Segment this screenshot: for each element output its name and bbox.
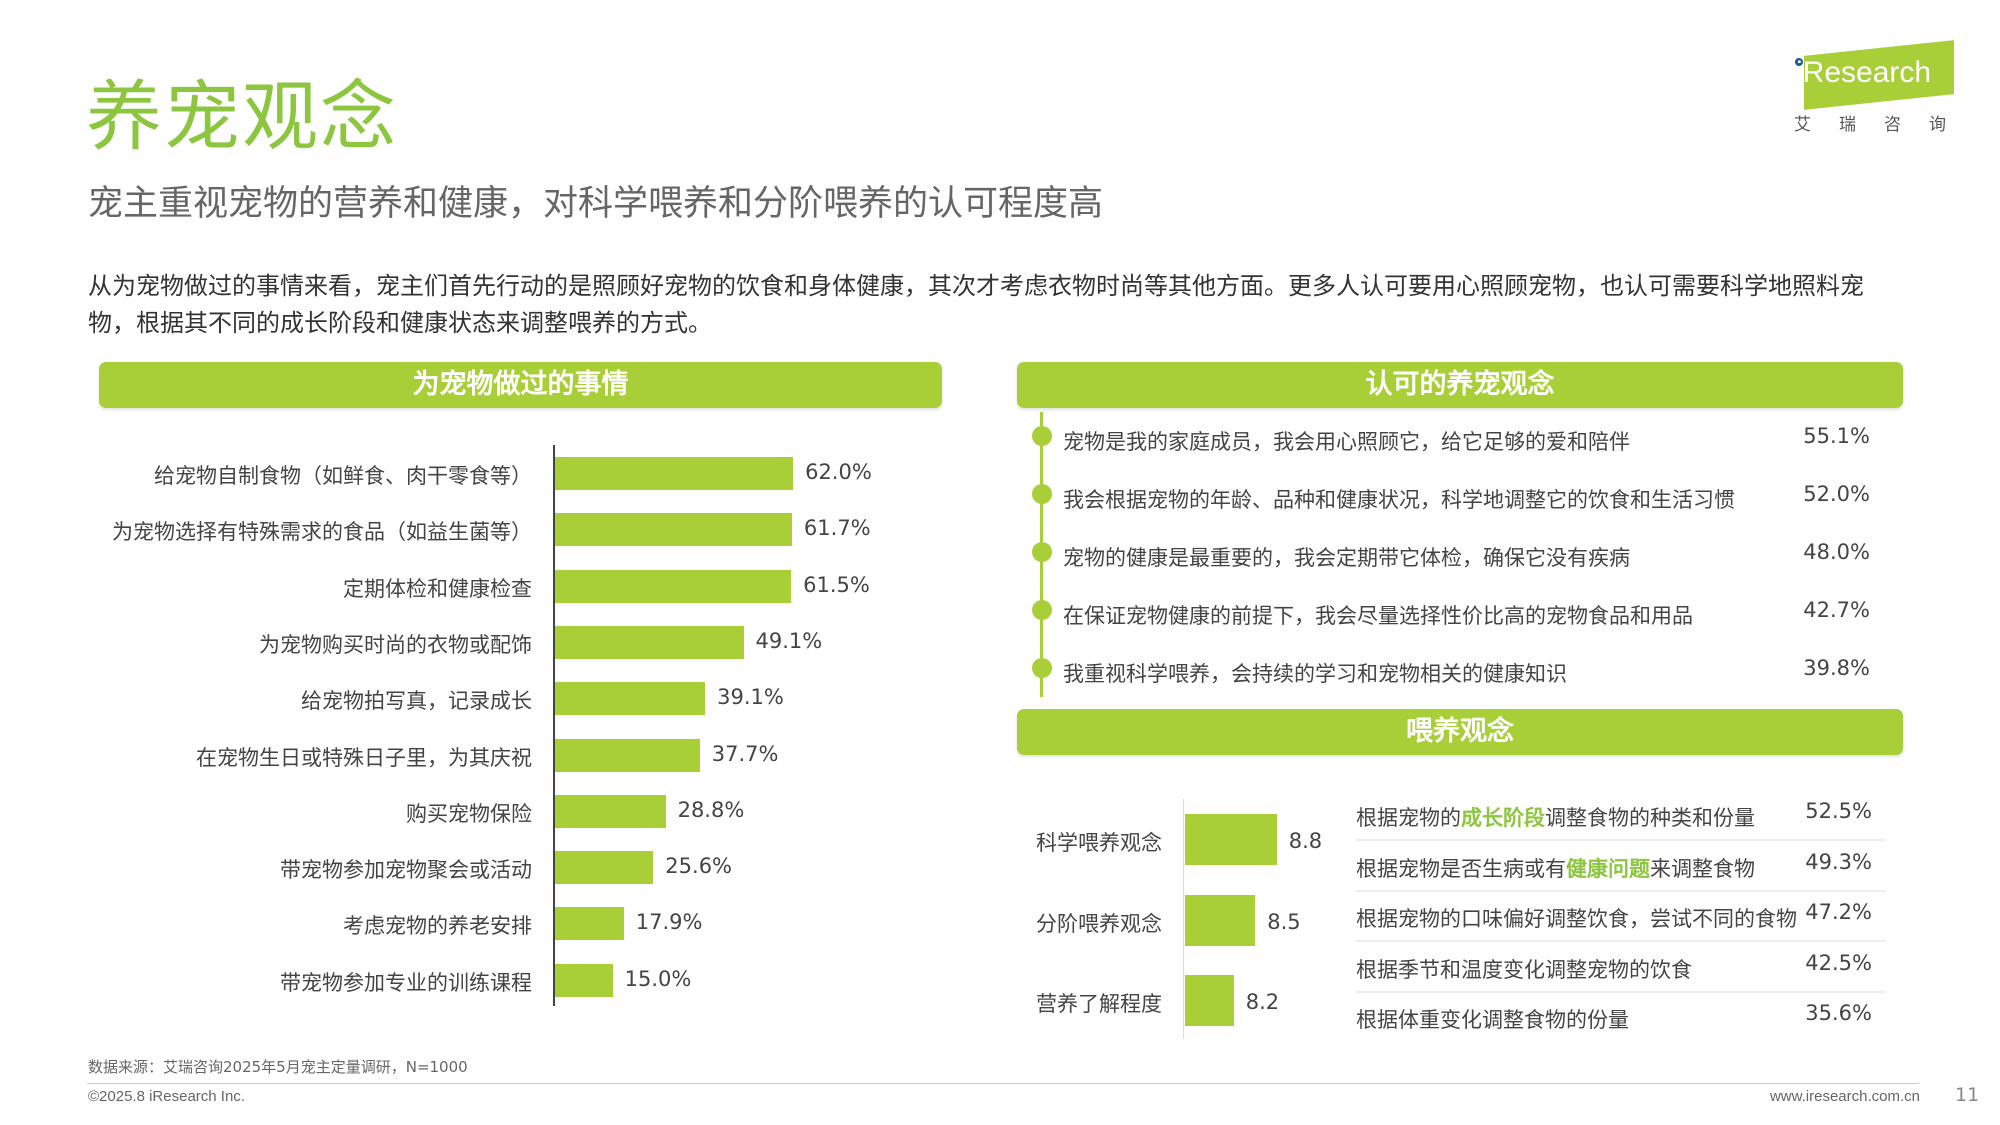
data-label: 8.2: [1245, 990, 1280, 1014]
data-source: 数据来源：艾瑞咨询2025年5月宠主定量调研，N=1000: [88, 1058, 468, 1076]
category-label: 为宠物选择有特殊需求的食品（如益生菌等）: [112, 520, 532, 545]
category-label: 考虑宠物的养老安排: [343, 914, 532, 939]
data-label: 25.6%: [665, 854, 733, 879]
item-text: 根据宠物的: [1356, 806, 1461, 830]
item-text: 来调整食物: [1650, 856, 1755, 881]
row-divider: [1356, 990, 1886, 993]
data-label: 8.8: [1288, 829, 1323, 853]
data-label: 8.5: [1267, 909, 1301, 934]
bar: [555, 794, 666, 828]
data-label: 37.7%: [711, 741, 779, 766]
category-label: 分阶喂养观念: [1036, 911, 1162, 936]
bar: [555, 682, 706, 716]
data-label: 28.8%: [677, 797, 745, 822]
feeding-axis: [1183, 799, 1184, 1039]
feeding-item-text: 根据宠物的口味偏好调整饮食，尝试不同的食物: [1356, 903, 1797, 933]
category-label: 为宠物购买时尚的衣物或配饰: [259, 632, 532, 657]
feeding-item-text: 根据体重变化调整食物的份量: [1356, 1004, 1629, 1034]
bar: [555, 569, 792, 603]
category-label: 购买宠物保险: [406, 801, 532, 826]
item-text: 根据体重变化调整食物的份量: [1356, 1008, 1629, 1032]
bar: [555, 513, 792, 547]
data-label: 49.1%: [755, 628, 823, 653]
bar: [555, 738, 700, 772]
data-label: 15.0%: [624, 966, 692, 991]
page-subtitle: 宠主重视宠物的营养和健康，对科学喂养和分阶喂养的认可程度高: [88, 184, 1104, 224]
belief-value: 39.8%: [1803, 656, 1870, 680]
bar: [555, 907, 624, 941]
category-label: 带宠物参加宠物聚会或活动: [280, 858, 532, 883]
beliefs-panel-header: 认可的养宠观念: [1017, 362, 1903, 408]
page-title: 养宠观念: [86, 72, 398, 161]
belief-text: 宠物是我的家庭成员，我会用心照顾它，给它足够的爱和陪伴: [1063, 430, 1630, 454]
bullet-dot-icon: [1032, 484, 1052, 504]
bullet-dot-icon: [1032, 658, 1052, 678]
belief-text: 宠物的健康是最重要的，我会定期带它体检，确保它没有疾病: [1063, 546, 1630, 570]
belief-value: 42.7%: [1803, 598, 1870, 622]
belief-value: 48.0%: [1803, 540, 1870, 564]
bar: [1185, 894, 1256, 946]
category-label: 给宠物自制食物（如鲜食、肉干零食等）: [154, 464, 532, 488]
feeding-item-text: 根据季节和温度变化调整宠物的饮食: [1356, 954, 1692, 984]
feeding-panel-header: 喂养观念: [1017, 709, 1903, 755]
belief-value: 52.0%: [1803, 482, 1870, 506]
bar: [555, 963, 613, 997]
row-divider: [1356, 839, 1886, 841]
bullet-dot-icon: [1032, 426, 1052, 446]
belief-text: 我会根据宠物的年龄、品种和健康状况，科学地调整它的饮食和生活习惯: [1063, 488, 1735, 512]
footer-divider: [87, 1083, 1919, 1084]
bar: [555, 625, 744, 659]
row-divider: [1356, 889, 1886, 892]
item-text: 根据季节和温度变化调整宠物的饮食: [1356, 957, 1692, 982]
page-number: 11: [1955, 1084, 1980, 1106]
belief-value: 55.1%: [1803, 424, 1870, 448]
bar: [555, 457, 794, 490]
feeding-item-value: 47.2%: [1805, 900, 1872, 924]
belief-text: 我重视科学喂养，会持续的学习和宠物相关的健康知识: [1063, 662, 1567, 686]
category-label: 在宠物生日或特殊日子里，为其庆祝: [196, 745, 532, 770]
bullet-dot-icon: [1032, 600, 1052, 620]
highlight-text: 健康问题: [1566, 856, 1650, 881]
category-label: 营养了解程度: [1036, 992, 1162, 1016]
data-label: 61.7%: [803, 516, 871, 541]
feeding-item-text: 根据宠物的成长阶段调整食物的种类和份量: [1356, 802, 1755, 832]
intro-text: 从为宠物做过的事情来看，宠主们首先行动的是照顾好宠物的饮食和身体健康，其次才考虑…: [88, 272, 1864, 337]
item-text: 根据宠物的口味偏好调整饮食，尝试不同的食物: [1356, 907, 1797, 931]
left-panel-header: 为宠物做过的事情: [99, 362, 942, 408]
iresearch-logo: iResearch 艾瑞咨询: [1792, 40, 1967, 135]
category-label: 科学喂养观念: [1036, 831, 1162, 855]
category-label: 定期体检和健康检查: [343, 576, 532, 601]
copyright: ©2025.8 iResearch Inc.: [88, 1088, 245, 1105]
category-label: 给宠物拍写真，记录成长: [301, 689, 532, 714]
highlight-text: 成长阶段: [1461, 806, 1545, 830]
item-text: 调整食物的种类和份量: [1545, 806, 1755, 830]
bar: [555, 851, 654, 885]
data-label: 39.1%: [717, 685, 784, 710]
data-label: 17.9%: [635, 910, 703, 935]
row-divider: [1356, 940, 1886, 942]
category-label: 带宠物参加专业的训练课程: [280, 970, 532, 995]
website-url: www.iresearch.com.cn: [1769, 1088, 1920, 1105]
feeding-item-value: 42.5%: [1805, 950, 1872, 975]
data-label: 62.0%: [805, 460, 872, 484]
feeding-item-value: 52.5%: [1805, 799, 1872, 823]
data-label: 61.5%: [803, 572, 870, 597]
bar: [1185, 975, 1234, 1026]
feeding-item-value: 49.3%: [1805, 849, 1872, 874]
bar: [1185, 814, 1277, 865]
belief-text: 在保证宠物健康的前提下，我会尽量选择性价比高的宠物食品和用品: [1063, 604, 1693, 628]
bullet-dot-icon: [1032, 542, 1052, 562]
feeding-item-text: 根据宠物是否生病或有健康问题来调整食物: [1356, 853, 1755, 883]
feeding-item-value: 35.6%: [1805, 1001, 1872, 1025]
item-text: 根据宠物是否生病或有: [1356, 856, 1566, 881]
activities-axis: [553, 445, 555, 1006]
